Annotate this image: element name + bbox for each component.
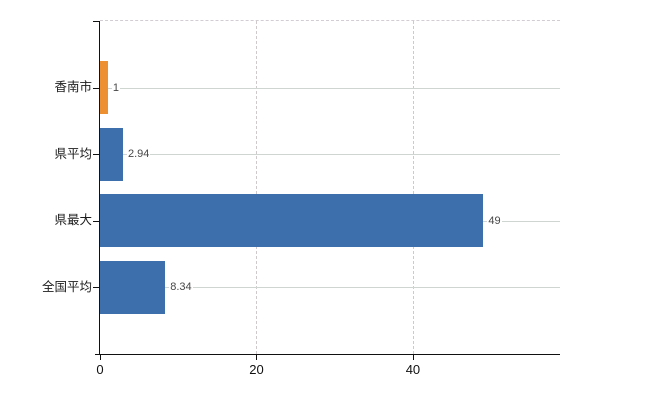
y-axis-tick	[93, 154, 99, 156]
horizontal-gridline	[100, 154, 560, 156]
x-axis-tick-label: 40	[405, 362, 421, 377]
y-axis-tick	[93, 21, 99, 22]
bar-県平均	[100, 127, 123, 181]
vertical-gridline	[412, 21, 414, 354]
x-axis-tick	[256, 355, 258, 360]
horizontal-gridline	[100, 287, 560, 289]
bar-value-label: 1	[111, 80, 120, 95]
x-axis-tick-label: 20	[249, 362, 264, 377]
x-axis-tick	[412, 355, 414, 360]
category-label: 県平均	[54, 146, 92, 161]
x-axis-tick	[100, 355, 101, 360]
bar-value-label: 2.94	[127, 147, 151, 162]
y-axis-line	[99, 21, 100, 355]
bar-香南市	[100, 61, 108, 115]
plot-top-border	[100, 20, 560, 21]
x-axis-tick-label: 0	[96, 362, 104, 377]
bar-県最大	[100, 194, 484, 248]
bar-全国平均	[100, 260, 166, 314]
category-label: 県最大	[54, 213, 92, 228]
bar-value-label: 8.34	[169, 280, 193, 295]
category-label: 全国平均	[41, 279, 92, 294]
y-axis-tick	[93, 87, 99, 89]
plot-area: 1 香南市 2.94 県平均 49 県最大 8.34 全国平均 0 20 40	[42, 20, 560, 377]
horizontal-gridline	[100, 87, 560, 89]
category-label: 香南市	[54, 80, 92, 95]
x-axis-line	[95, 354, 560, 355]
y-axis-tick	[93, 287, 99, 289]
bar-value-label: 49	[487, 213, 502, 228]
vertical-gridline	[256, 21, 258, 354]
y-axis-tick	[93, 220, 99, 222]
